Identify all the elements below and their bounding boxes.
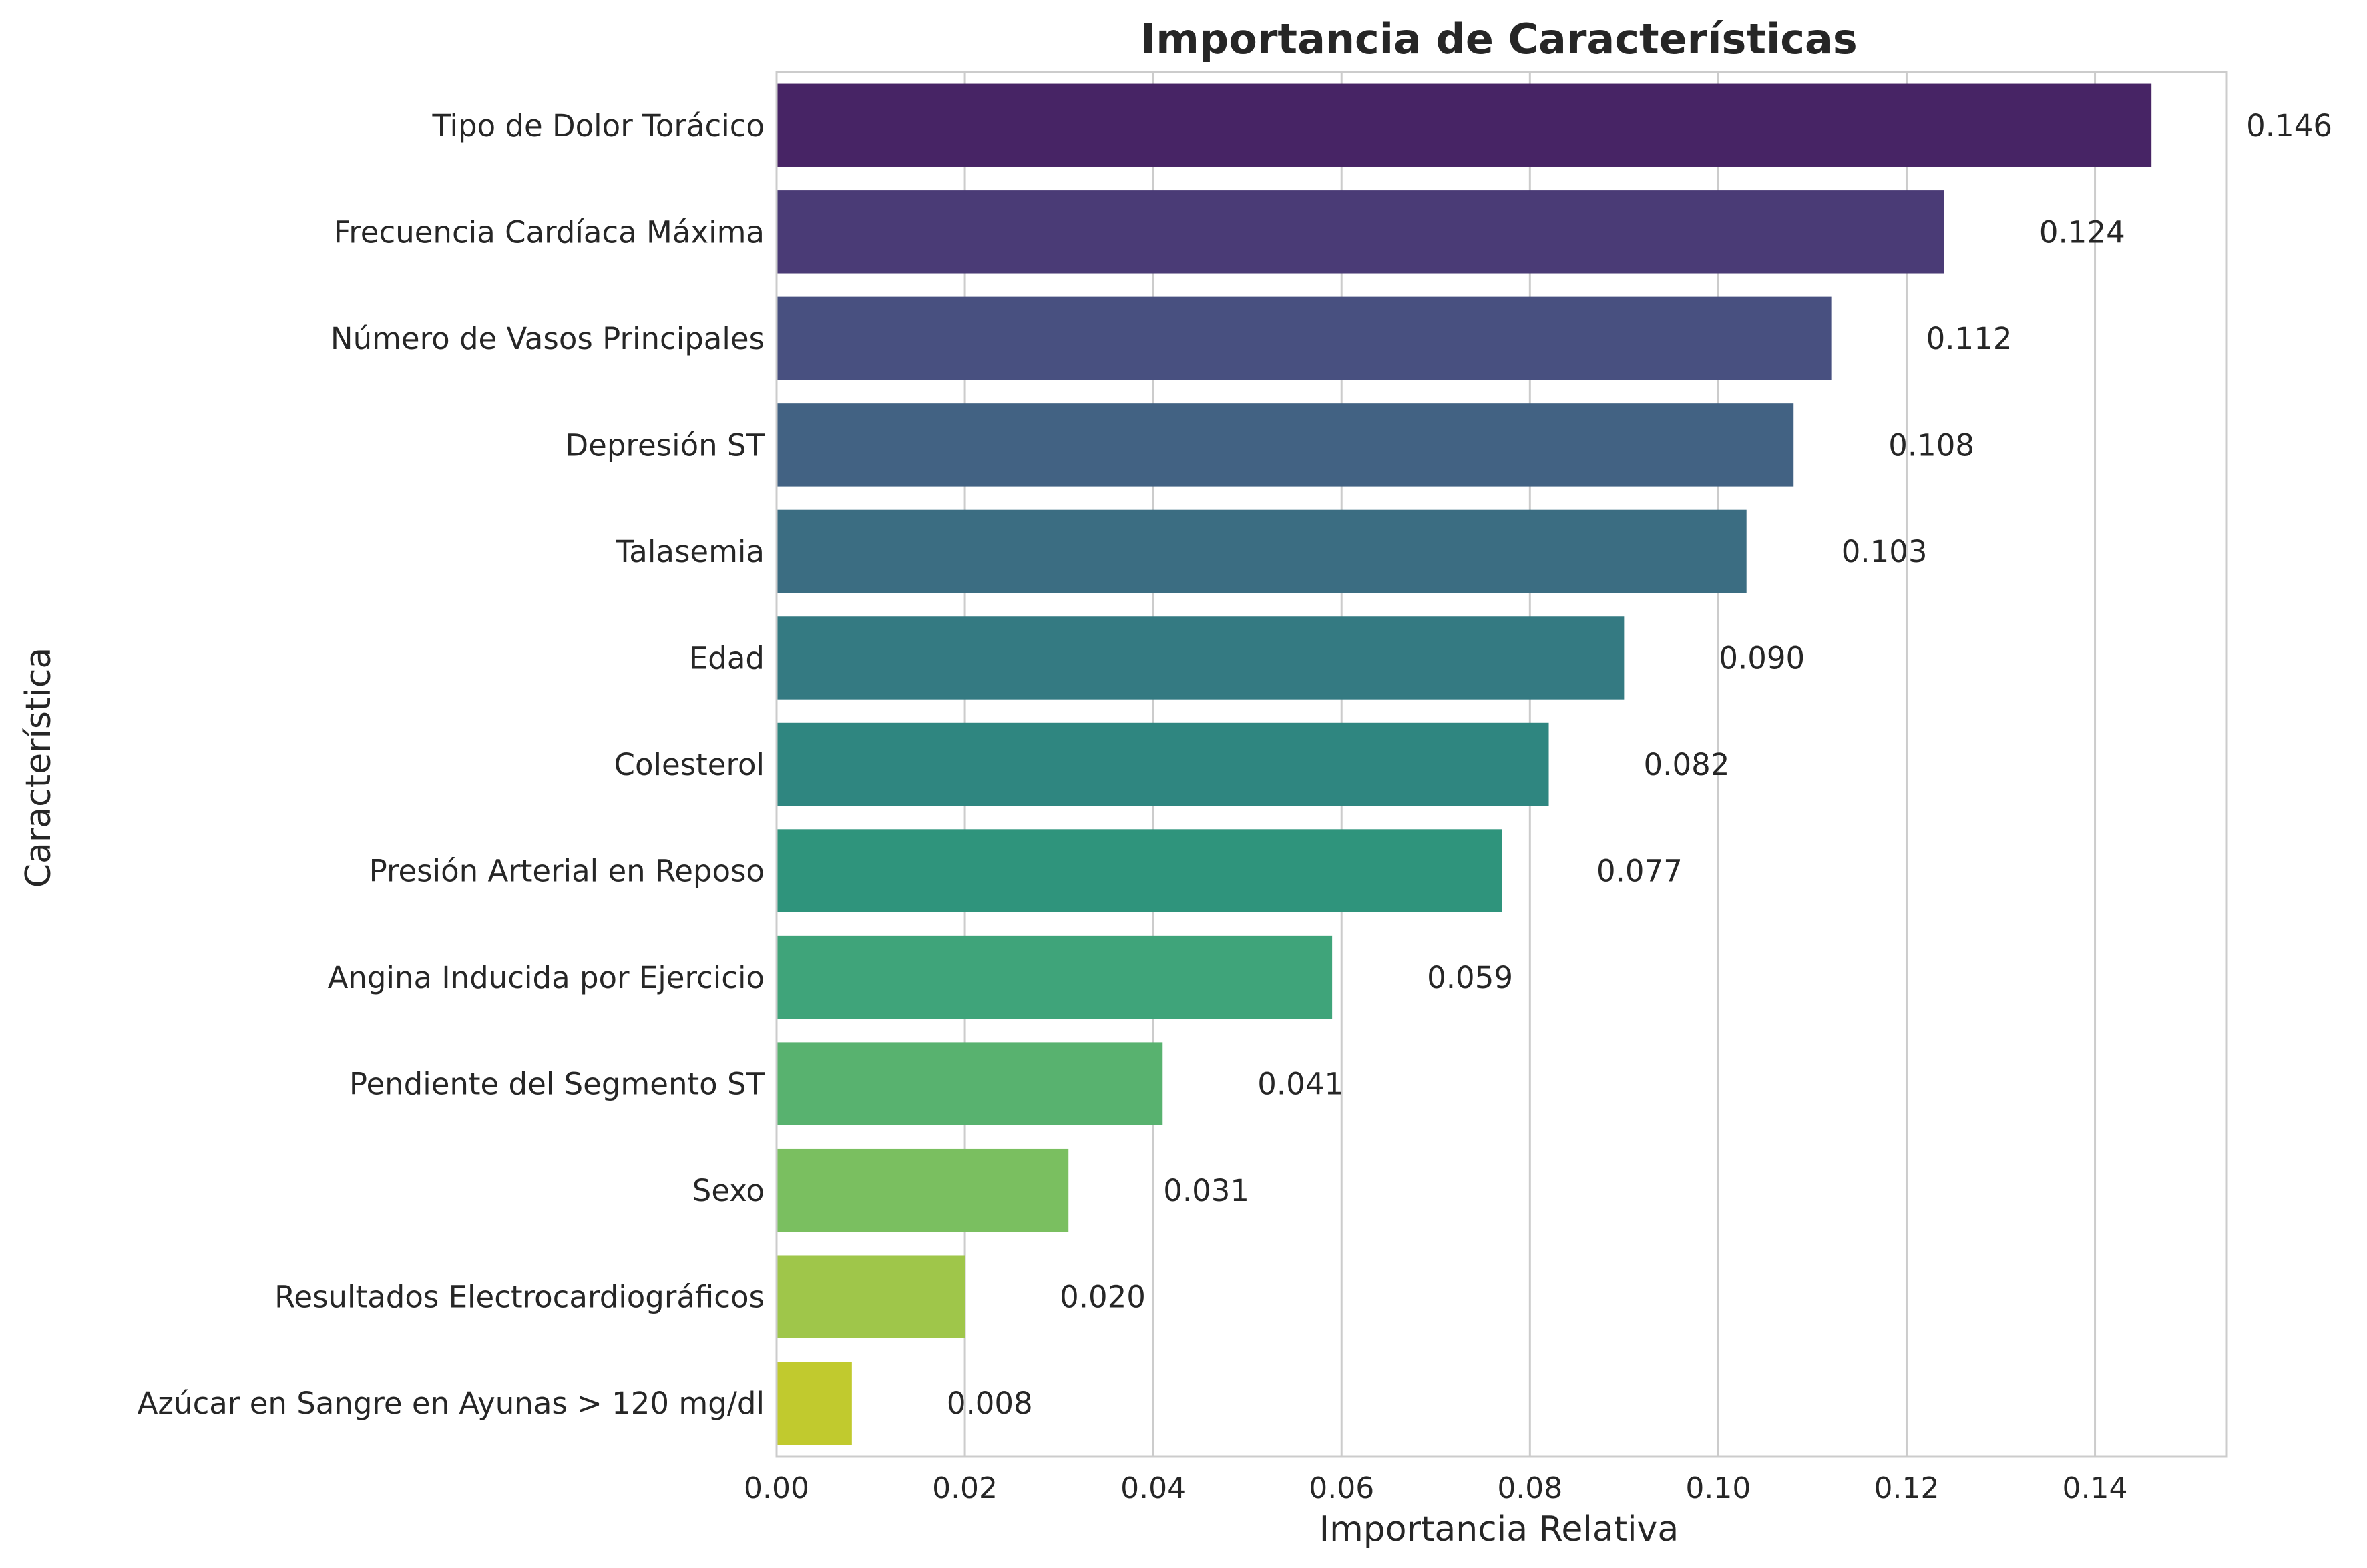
y-category-label: Edad [689,640,765,676]
value-label: 0.103 [1842,534,1928,569]
value-label: 0.108 [1888,427,1974,463]
y-axis-label: Característica [19,647,59,888]
value-label: 0.082 [1644,747,1730,782]
y-category-label: Resultados Electrocardiográficos [274,1280,765,1315]
plot-frame [775,71,2228,1458]
bar [777,509,1747,593]
y-category-label: Angina Inducida por Ejercicio [328,960,765,995]
value-labels: 0.146 0.124 0.112 0.108 0.103 0.090 0.082 0.077… [947,108,2332,1421]
x-tick-label: 0.06 [1309,1471,1374,1505]
y-category-label: Depresión ST [566,427,765,463]
bar [777,1148,1069,1232]
bar [777,1362,852,1445]
x-tick-label: 0.00 [744,1471,809,1505]
y-category-label: Talasemia [615,534,765,569]
bar [777,83,2152,167]
value-label: 0.031 [1163,1173,1249,1208]
value-label: 0.146 [2246,108,2332,144]
bar [777,190,1944,274]
bar [777,403,1794,487]
x-tick-label: 0.12 [1874,1471,1939,1505]
bar [777,829,1502,912]
y-category-labels: Tipo de Dolor Torácico Frecuencia Cardíac… [138,108,765,1421]
y-category-label: Pendiente del Segmento ST [349,1067,765,1102]
x-tick-label: 0.14 [2063,1471,2128,1505]
bar [777,722,1549,806]
value-label: 0.077 [1596,854,1683,889]
value-label: 0.112 [1926,321,2012,356]
x-tick-labels: 0.00 0.02 0.04 0.06 0.08 0.10 0.12 0.14 [744,1471,2128,1505]
bar [777,616,1625,700]
y-category-label: Colesterol [614,747,765,782]
value-label: 0.041 [1257,1067,1343,1102]
x-axis-label: Importancia Relativa [1319,1509,1679,1549]
value-label: 0.008 [947,1386,1033,1421]
bar [777,1042,1163,1125]
value-label: 0.020 [1060,1280,1146,1315]
bars [777,83,2152,1445]
chart-title: Importancia de Características [1140,15,1858,63]
bar [777,1255,965,1338]
y-category-label: Presión Arterial en Reposo [369,854,765,889]
bar [777,296,1832,380]
x-tick-label: 0.08 [1497,1471,1562,1505]
value-label: 0.090 [1719,640,1805,676]
y-category-label: Azúcar en Sangre en Ayunas > 120 mg/dl [138,1386,765,1421]
y-category-label: Tipo de Dolor Torácico [431,108,765,144]
value-label: 0.059 [1427,960,1513,995]
x-tick-label: 0.10 [1685,1471,1751,1505]
y-category-label: Número de Vasos Principales [331,321,765,356]
x-tick-label: 0.02 [932,1471,998,1505]
bar [777,935,1333,1019]
value-label: 0.124 [2039,214,2125,250]
y-category-label: Frecuencia Cardíaca Máxima [334,214,765,250]
y-category-label: Sexo [692,1173,765,1208]
x-tick-label: 0.04 [1120,1471,1186,1505]
